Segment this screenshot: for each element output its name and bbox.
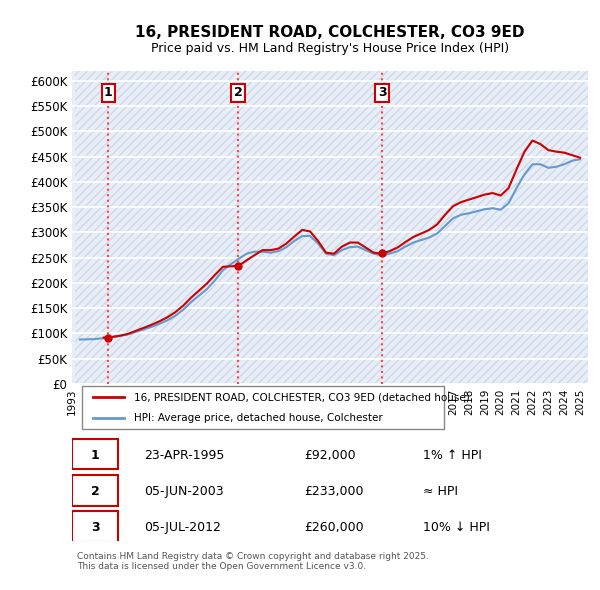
Text: 3: 3	[378, 86, 386, 99]
FancyBboxPatch shape	[72, 511, 118, 542]
Text: HPI: Average price, detached house, Colchester: HPI: Average price, detached house, Colc…	[134, 413, 383, 423]
Text: ≈ HPI: ≈ HPI	[423, 485, 458, 498]
Text: 3: 3	[91, 521, 100, 534]
Text: 1: 1	[91, 448, 100, 461]
Text: 05-JUN-2003: 05-JUN-2003	[144, 485, 224, 498]
Text: 2: 2	[233, 86, 242, 99]
Text: 05-JUL-2012: 05-JUL-2012	[144, 521, 221, 534]
Text: Price paid vs. HM Land Registry's House Price Index (HPI): Price paid vs. HM Land Registry's House …	[151, 42, 509, 55]
Text: 16, PRESIDENT ROAD, COLCHESTER, CO3 9ED (detached house): 16, PRESIDENT ROAD, COLCHESTER, CO3 9ED …	[134, 392, 470, 402]
FancyBboxPatch shape	[82, 386, 443, 429]
Text: £260,000: £260,000	[304, 521, 364, 534]
FancyBboxPatch shape	[72, 439, 118, 470]
FancyBboxPatch shape	[72, 475, 118, 506]
Text: £233,000: £233,000	[304, 485, 364, 498]
Text: 2: 2	[91, 485, 100, 498]
Text: 10% ↓ HPI: 10% ↓ HPI	[423, 521, 490, 534]
Text: 1: 1	[104, 86, 113, 99]
Text: 1% ↑ HPI: 1% ↑ HPI	[423, 448, 482, 461]
Text: 23-APR-1995: 23-APR-1995	[144, 448, 224, 461]
Text: £92,000: £92,000	[304, 448, 356, 461]
Text: 16, PRESIDENT ROAD, COLCHESTER, CO3 9ED: 16, PRESIDENT ROAD, COLCHESTER, CO3 9ED	[135, 25, 525, 40]
Text: Contains HM Land Registry data © Crown copyright and database right 2025.
This d: Contains HM Land Registry data © Crown c…	[77, 552, 429, 571]
